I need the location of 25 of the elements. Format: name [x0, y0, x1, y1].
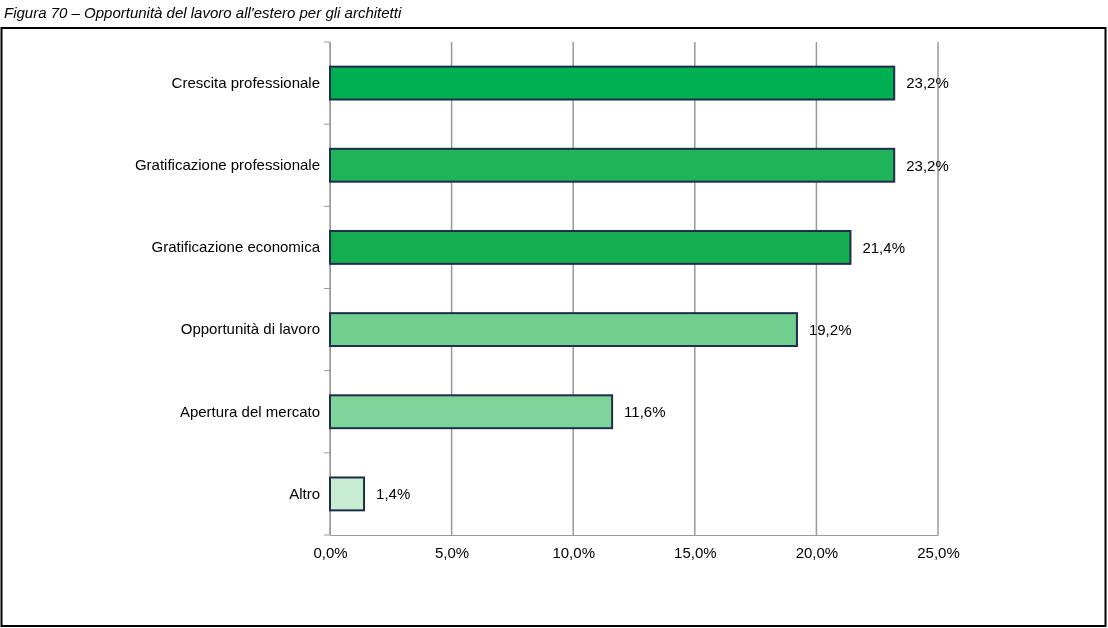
bar — [329, 394, 614, 430]
x-tick-label: 25,0% — [917, 543, 960, 561]
bar — [329, 147, 896, 183]
x-tick-label: 0,0% — [313, 543, 348, 561]
x-tick-label: 15,0% — [674, 543, 717, 561]
y-tick-label: Apertura del mercato — [179, 402, 320, 420]
data-label: 23,2% — [906, 156, 949, 174]
bar — [329, 229, 852, 265]
data-label: 11,6% — [624, 403, 666, 420]
data-label: 23,2% — [906, 74, 949, 92]
text: Figura 70 – Opportunità del lavoro all'estero per gli architetti — [4, 4, 402, 21]
data-label: 21,4% — [862, 238, 905, 256]
x-tick-label: 20,0% — [795, 543, 839, 561]
bar — [329, 65, 896, 101]
y-tick-label: Gratificazione economica — [151, 238, 321, 256]
y-tick-label: Altro — [289, 484, 320, 502]
y-tick-label: Gratificazione professionale — [134, 156, 320, 174]
data-label: 19,2% — [808, 320, 852, 338]
y-tick-label: Opportunità di lavoro — [180, 320, 320, 338]
x-tick-label: 10,0% — [552, 543, 595, 561]
x-tick-label: 5,0% — [435, 543, 470, 561]
bar — [329, 312, 798, 348]
data-label: 1,4% — [376, 485, 411, 503]
y-tick-label: Crescita professionale — [171, 73, 320, 91]
bar — [329, 476, 366, 512]
